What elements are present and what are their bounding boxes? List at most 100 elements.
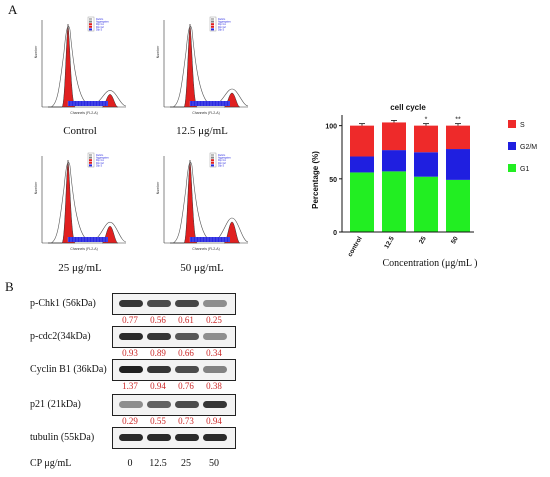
band-ratio-value: 1.37 [122, 381, 138, 391]
hist-legend-entry: Dip G1 [218, 159, 226, 162]
blot-strip [112, 326, 236, 348]
band-ratio-value: 0.93 [122, 348, 138, 358]
band-ratio-value: 0.77 [122, 315, 138, 325]
legend-label: G1 [520, 166, 529, 173]
bar-segment-s [350, 125, 374, 157]
blot-strip [112, 293, 236, 315]
band-ratio-value: 0.76 [178, 381, 194, 391]
cp-concentration: 12.5 [149, 458, 167, 469]
hist-legend-swatch [211, 28, 214, 31]
hist-legend-swatch [211, 18, 214, 20]
legend-swatch-g1 [508, 164, 516, 172]
blot-band [175, 300, 199, 307]
blot-band [119, 434, 143, 441]
hist-legend-swatch [89, 28, 92, 31]
blot-row-label: p-Chk1 (56kDa) [30, 298, 96, 309]
band-ratio-value: 0.55 [150, 416, 166, 426]
bar-segment-s [446, 125, 470, 150]
y-axis-label: Percentage (%) [311, 151, 320, 209]
blot-band [203, 333, 227, 340]
hist-legend-entry: Dip S [218, 164, 224, 167]
fit-curve [49, 161, 127, 244]
histogram-caption-control: Control [63, 125, 97, 137]
histogram-caption-50: 50 μg/mL [180, 262, 224, 274]
legend-swatch-g2-m [508, 142, 516, 150]
bar-segment-g1 [350, 172, 374, 232]
hist-legend-entry: Debris [96, 18, 104, 21]
band-ratio-value: 0.66 [178, 348, 194, 358]
blot-row-label: Cyclin B1 (36kDa) [30, 364, 107, 375]
significance-marker: ** [455, 117, 461, 124]
blot-band [147, 434, 171, 441]
hist-legend-swatch [211, 164, 214, 167]
blot-band [203, 366, 227, 373]
legend-label: S [520, 122, 525, 129]
hist-legend-swatch [89, 159, 92, 162]
g1-peak [48, 23, 76, 108]
bar-segment-g1 [382, 171, 406, 232]
hist-y-label: Number [156, 181, 160, 194]
hist-legend-swatch [89, 154, 92, 156]
blot-band [203, 300, 227, 307]
band-ratio-value: 0.56 [150, 315, 166, 325]
s-phase-region [190, 101, 230, 106]
blot-band [175, 333, 199, 340]
hist-legend-swatch [211, 23, 214, 26]
panel-label-b: B [5, 279, 14, 294]
hist-legend-entry: Aggregates [96, 21, 110, 24]
g1-peak [170, 159, 198, 244]
hist-legend-swatch [211, 20, 214, 23]
blot-strip [112, 359, 236, 381]
x-axis-label: Concentration (μg/mL ) [382, 258, 478, 269]
hist-legend-swatch [89, 20, 92, 23]
histogram-caption-25: 25 μg/mL [58, 262, 102, 274]
hist-legend-entry: Dip S [96, 164, 102, 167]
cp-concentration: 25 [181, 458, 191, 469]
x-tick-label: 50 [450, 235, 460, 245]
bar-segment-g2-m [382, 150, 406, 172]
y-tick-label: 100 [325, 124, 337, 131]
blot-band [119, 366, 143, 373]
histogram-caption-12-5: 12.5 μg/mL [176, 125, 228, 137]
hist-y-label: Number [34, 181, 38, 194]
bar-segment-g1 [446, 179, 470, 232]
blot-strip [112, 394, 236, 416]
y-tick-label: 50 [329, 177, 337, 184]
hist-legend-entry: Debris [218, 154, 226, 157]
blot-band [175, 366, 199, 373]
hist-legend-entry: Dip G2 [218, 162, 226, 165]
cp-label: CP μg/mL [30, 458, 72, 469]
hist-y-label: Number [34, 45, 38, 58]
hist-legend-swatch [89, 18, 92, 20]
band-ratio-value: 0.89 [150, 348, 166, 358]
blot-band [203, 434, 227, 441]
fit-curve [49, 25, 127, 108]
band-ratio-value: 0.94 [150, 381, 166, 391]
blot-row-label: tubulin (55kDa) [30, 432, 95, 443]
g1-peak [48, 159, 76, 244]
g1-peak [170, 23, 198, 108]
blot-band [175, 434, 199, 441]
band-ratio-value: 0.34 [206, 348, 222, 358]
hist-legend-swatch [211, 156, 214, 159]
hist-legend-entry: Dip G1 [218, 23, 226, 26]
hist-legend-entry: Dip G2 [96, 162, 104, 165]
legend-label: G2/M [520, 144, 537, 151]
x-tick-label: 25 [418, 235, 428, 245]
x-tick-label: control [347, 235, 364, 258]
hist-x-label: Channels (FL2-A) [192, 247, 220, 251]
s-phase-region [68, 237, 108, 242]
hist-legend-swatch [211, 161, 214, 164]
hist-x-label: Channels (FL2-A) [192, 111, 220, 115]
blot-band [147, 300, 171, 307]
hist-legend-entry: Dip S [96, 28, 102, 31]
hist-legend-entry: Aggregates [218, 157, 232, 160]
chart-title: cell cycle [390, 103, 426, 112]
y-tick-label: 0 [333, 230, 337, 237]
bar-segment-s [382, 122, 406, 151]
band-ratio-value: 0.38 [206, 381, 222, 391]
